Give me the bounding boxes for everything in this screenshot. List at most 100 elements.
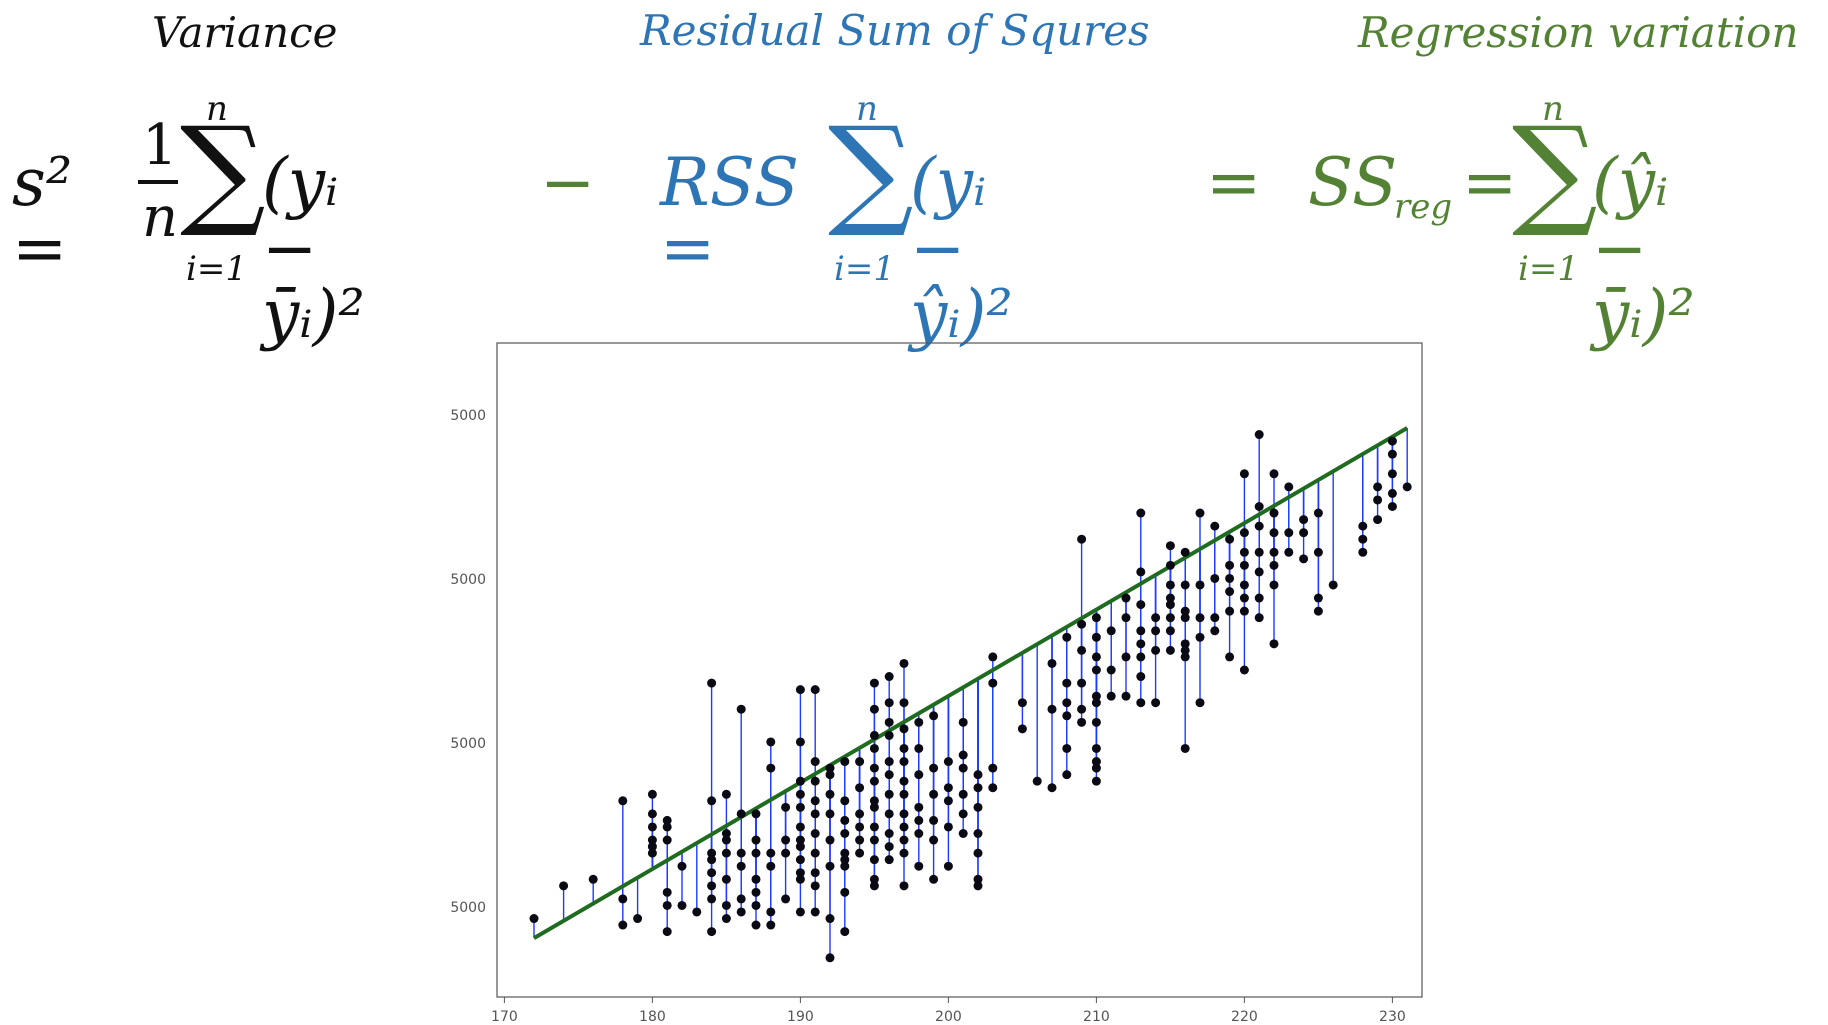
data-point (914, 743, 924, 753)
data-point (884, 789, 894, 799)
y-tick-label: 5000 (450, 408, 486, 424)
data-point (1136, 672, 1146, 682)
minus-operator: − (540, 144, 596, 221)
variance-lhs: s² = (12, 144, 73, 287)
data-point (1358, 534, 1368, 544)
data-point (973, 848, 983, 858)
data-point (795, 907, 805, 917)
data-point (1328, 580, 1338, 590)
data-point (825, 789, 835, 799)
data-point (795, 776, 805, 786)
data-point (899, 724, 909, 734)
data-point (766, 848, 776, 858)
data-point (1299, 515, 1309, 525)
data-point (1254, 547, 1264, 557)
data-point (751, 809, 761, 819)
data-point (1180, 613, 1190, 623)
data-point (707, 855, 717, 865)
data-point (721, 900, 731, 910)
data-point (781, 835, 791, 845)
fraction-numerator: 1 (142, 113, 178, 178)
data-point (1210, 521, 1220, 531)
data-point (736, 704, 746, 714)
data-point (899, 658, 909, 668)
data-point (662, 835, 672, 845)
data-point (1239, 469, 1249, 479)
data-point (1062, 678, 1072, 688)
data-point (1239, 547, 1249, 557)
data-point (1017, 724, 1027, 734)
data-point (1106, 626, 1116, 636)
data-point (1077, 704, 1087, 714)
data-point (973, 802, 983, 812)
data-point (1047, 704, 1057, 714)
data-point (1225, 573, 1235, 583)
data-point (1387, 502, 1397, 511)
data-point (810, 809, 820, 819)
data-point (1358, 547, 1368, 557)
data-point (869, 678, 879, 688)
ssreg-sum-upper: n (1542, 89, 1564, 129)
data-point (1402, 482, 1412, 492)
data-point (869, 855, 879, 865)
x-tick-label: 200 (935, 1009, 962, 1025)
data-point (914, 770, 924, 780)
data-point (1121, 691, 1131, 701)
data-point (736, 894, 746, 904)
data-point (1091, 665, 1101, 675)
data-point (943, 783, 953, 793)
data-point (751, 887, 761, 897)
variance-term: (yᵢ − ȳᵢ)² (262, 144, 365, 353)
data-point (1091, 652, 1101, 662)
data-point (958, 789, 968, 799)
data-point (1151, 645, 1161, 655)
data-point (1151, 613, 1161, 623)
data-point (855, 835, 865, 845)
data-point (1284, 547, 1294, 557)
data-point (1062, 743, 1072, 753)
data-point (943, 757, 953, 767)
y-tick-label: 5000 (450, 900, 486, 916)
data-point (766, 737, 776, 747)
data-point (988, 652, 998, 662)
x-tick-label: 230 (1379, 1009, 1406, 1025)
data-point (1180, 580, 1190, 590)
data-point (855, 809, 865, 819)
data-point (633, 914, 643, 924)
data-point (1373, 495, 1383, 505)
data-point (1165, 560, 1175, 570)
data-point (1387, 449, 1397, 459)
data-point (1269, 560, 1279, 570)
data-point (795, 842, 805, 852)
data-point (810, 848, 820, 858)
data-point (810, 796, 820, 806)
x-tick-label: 170 (491, 1009, 518, 1025)
data-point (810, 829, 820, 838)
data-point (1047, 783, 1057, 793)
data-point (810, 868, 820, 878)
data-point (707, 678, 717, 688)
data-point (1121, 593, 1131, 603)
data-point (795, 855, 805, 865)
data-point (766, 907, 776, 917)
data-point (1091, 632, 1101, 642)
data-point (1165, 626, 1175, 636)
data-point (1239, 593, 1249, 603)
data-point (810, 757, 820, 767)
data-point (914, 815, 924, 825)
data-point (795, 835, 805, 845)
data-point (943, 822, 953, 832)
data-point (1254, 613, 1264, 623)
data-point (840, 796, 850, 806)
data-point (869, 835, 879, 845)
data-point (736, 861, 746, 871)
data-point (1239, 606, 1249, 616)
ssreg-sigma-icon: ∑ (1512, 102, 1598, 241)
data-point (795, 802, 805, 812)
data-point (840, 829, 850, 838)
data-point (618, 894, 628, 904)
data-point (647, 822, 657, 832)
x-tick-label: 180 (639, 1009, 666, 1025)
data-point (766, 920, 776, 930)
data-point (1077, 678, 1087, 688)
